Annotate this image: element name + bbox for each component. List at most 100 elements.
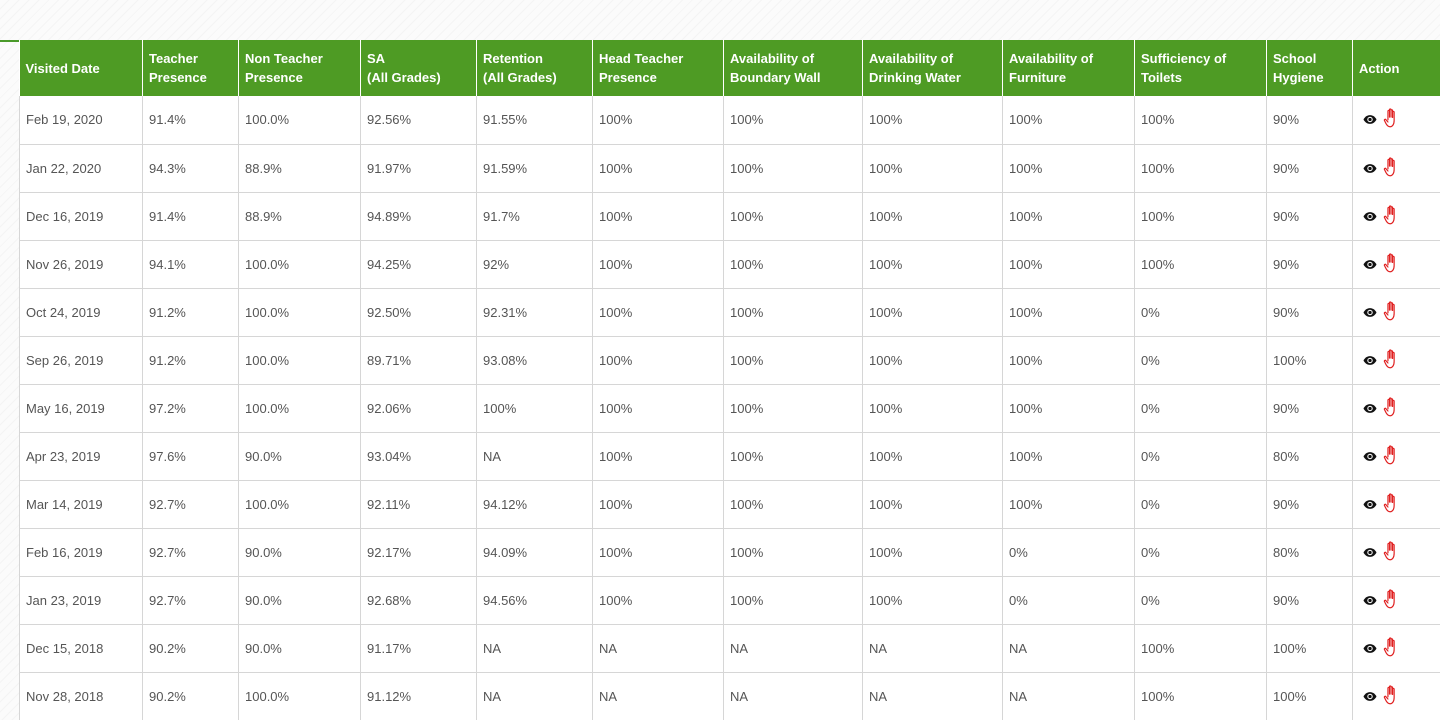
cell-head-teacher-presence: NA [592,672,724,720]
cell-boundary-wall: 100% [723,384,863,433]
cell-drinking-water: 100% [862,384,1003,433]
cell-retention-all-grades: NA [476,672,593,720]
cell-school-hygiene: 80% [1266,432,1353,481]
hand-stop-icon[interactable] [1383,108,1398,131]
cell-sa-all-grades: 91.97% [360,144,477,193]
cell-teacher-presence: 91.4% [142,192,239,241]
cell-boundary-wall: 100% [723,192,863,241]
cell-head-teacher-presence: 100% [592,528,724,577]
hand-stop-icon[interactable] [1383,301,1398,324]
cell-visited-date: May 16, 2019 [19,384,143,433]
hand-stop-icon[interactable] [1383,253,1398,276]
cell-furniture: 0% [1002,528,1135,577]
hand-stop-icon[interactable] [1383,541,1398,564]
cell-retention-all-grades: NA [476,432,593,481]
eye-icon[interactable] [1363,594,1377,609]
cell-action [1352,144,1440,193]
hand-stop-icon[interactable] [1383,205,1398,228]
cell-non-teacher-presence: 100.0% [238,672,361,720]
eye-icon[interactable] [1363,402,1377,417]
hand-stop-icon[interactable] [1383,349,1398,372]
eye-icon[interactable] [1363,354,1377,369]
cell-toilets: 100% [1134,144,1267,193]
cell-teacher-presence: 94.3% [142,144,239,193]
table-row: Jan 23, 2019 92.7% 90.0% 92.68% 94.56% 100% 10… [19,576,1440,625]
cell-action [1352,432,1440,481]
eye-icon[interactable] [1363,642,1377,657]
cell-retention-all-grades: 100% [476,384,593,433]
eye-icon[interactable] [1363,498,1377,513]
column-header-school-hygiene: School Hygiene [1266,40,1353,96]
eye-icon[interactable] [1363,306,1377,321]
cell-non-teacher-presence: 90.0% [238,624,361,673]
table-row: Oct 24, 2019 91.2% 100.0% 92.50% 92.31% 100% 1… [19,288,1440,337]
cell-furniture: NA [1002,624,1135,673]
column-header-head-teacher-presence: Head Teacher Presence [592,40,724,96]
cell-boundary-wall: 100% [723,144,863,193]
hand-stop-icon[interactable] [1383,157,1398,180]
cell-visited-date: Jan 23, 2019 [19,576,143,625]
cell-teacher-presence: 92.7% [142,480,239,529]
cell-visited-date: Feb 16, 2019 [19,528,143,577]
cell-teacher-presence: 90.2% [142,672,239,720]
cell-teacher-presence: 91.2% [142,288,239,337]
table-row: May 16, 2019 97.2% 100.0% 92.06% 100% 100% 100… [19,384,1440,433]
table-row: Sep 26, 2019 91.2% 100.0% 89.71% 93.08% 100% 1… [19,336,1440,385]
eye-icon[interactable] [1363,690,1377,705]
cell-action [1352,672,1440,720]
hand-stop-icon[interactable] [1383,445,1398,468]
cell-sa-all-grades: 92.56% [360,96,477,145]
cell-retention-all-grades: 94.56% [476,576,593,625]
cell-sa-all-grades: 94.89% [360,192,477,241]
cell-head-teacher-presence: 100% [592,432,724,481]
eye-icon[interactable] [1363,162,1377,177]
cell-action [1352,96,1440,145]
cell-boundary-wall: 100% [723,336,863,385]
hand-stop-icon[interactable] [1383,493,1398,516]
cell-visited-date: Nov 26, 2019 [19,240,143,289]
cell-non-teacher-presence: 100.0% [238,480,361,529]
cell-toilets: 0% [1134,576,1267,625]
cell-school-hygiene: 90% [1266,384,1353,433]
school-visits-table: Visited Date Teacher Presence Non Teacher … [19,40,1440,720]
cell-non-teacher-presence: 88.9% [238,192,361,241]
cell-school-hygiene: 90% [1266,240,1353,289]
cell-non-teacher-presence: 100.0% [238,240,361,289]
column-header-drinking-water: Availability of Drinking Water [862,40,1003,96]
eye-icon[interactable] [1363,258,1377,273]
cell-non-teacher-presence: 90.0% [238,432,361,481]
cell-furniture: 100% [1002,336,1135,385]
hand-stop-icon[interactable] [1383,397,1398,420]
cell-school-hygiene: 90% [1266,480,1353,529]
eye-icon[interactable] [1363,546,1377,561]
cell-toilets: 100% [1134,240,1267,289]
eye-icon[interactable] [1363,113,1377,128]
eye-icon[interactable] [1363,210,1377,225]
cell-toilets: 0% [1134,384,1267,433]
cell-visited-date: Oct 24, 2019 [19,288,143,337]
cell-head-teacher-presence: 100% [592,384,724,433]
cell-drinking-water: 100% [862,528,1003,577]
hand-stop-icon[interactable] [1383,685,1398,708]
cell-non-teacher-presence: 100.0% [238,336,361,385]
cell-head-teacher-presence: 100% [592,144,724,193]
cell-action [1352,528,1440,577]
cell-furniture: 100% [1002,192,1135,241]
cell-boundary-wall: 100% [723,576,863,625]
eye-icon[interactable] [1363,450,1377,465]
cell-retention-all-grades: 92.31% [476,288,593,337]
cell-retention-all-grades: 91.55% [476,96,593,145]
column-header-boundary-wall: Availability of Boundary Wall [723,40,863,96]
cell-drinking-water: 100% [862,288,1003,337]
table-row: Apr 23, 2019 97.6% 90.0% 93.04% NA 100% 100% 10… [19,432,1440,481]
header-accent-line [0,40,19,42]
hand-stop-icon[interactable] [1383,589,1398,612]
cell-toilets: 0% [1134,528,1267,577]
cell-action [1352,576,1440,625]
cell-toilets: 0% [1134,480,1267,529]
table-row: Feb 16, 2019 92.7% 90.0% 92.17% 94.09% 100% 10… [19,528,1440,577]
hand-stop-icon[interactable] [1383,637,1398,660]
cell-retention-all-grades: 92% [476,240,593,289]
cell-action [1352,480,1440,529]
cell-furniture: 100% [1002,432,1135,481]
